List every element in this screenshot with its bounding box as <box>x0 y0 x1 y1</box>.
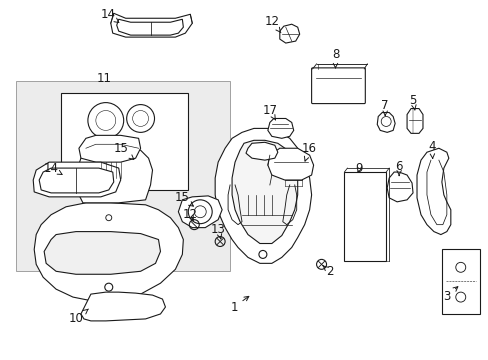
Polygon shape <box>33 162 121 197</box>
Polygon shape <box>376 113 394 132</box>
Polygon shape <box>245 142 277 160</box>
Text: 11: 11 <box>96 72 111 85</box>
Text: 6: 6 <box>395 159 402 175</box>
Polygon shape <box>81 292 165 321</box>
Text: 17: 17 <box>262 104 277 120</box>
Text: 8: 8 <box>331 49 339 68</box>
Text: 12: 12 <box>264 15 280 33</box>
Bar <box>441 249 479 314</box>
Text: 13: 13 <box>210 223 225 239</box>
Text: 16: 16 <box>302 142 317 161</box>
Polygon shape <box>232 140 297 243</box>
Polygon shape <box>279 24 299 43</box>
Text: 12: 12 <box>183 208 198 221</box>
Polygon shape <box>117 19 183 35</box>
FancyBboxPatch shape <box>311 68 365 104</box>
Polygon shape <box>416 148 450 235</box>
Polygon shape <box>44 231 160 274</box>
Text: 14: 14 <box>100 8 119 23</box>
Text: 5: 5 <box>408 94 416 110</box>
Text: 10: 10 <box>68 309 88 325</box>
Text: 9: 9 <box>355 162 363 175</box>
Text: 3: 3 <box>442 287 457 303</box>
Polygon shape <box>178 196 222 228</box>
Text: 15: 15 <box>175 192 193 206</box>
Polygon shape <box>77 143 152 203</box>
Polygon shape <box>215 129 311 264</box>
Text: 1: 1 <box>230 296 248 314</box>
Polygon shape <box>34 203 183 301</box>
Polygon shape <box>406 109 422 133</box>
Polygon shape <box>267 118 293 138</box>
Text: 2: 2 <box>322 265 333 278</box>
Text: 14: 14 <box>43 162 62 175</box>
Text: 15: 15 <box>113 142 134 159</box>
Polygon shape <box>111 13 192 37</box>
Bar <box>16 81 230 271</box>
Polygon shape <box>79 135 141 162</box>
Text: 7: 7 <box>381 99 388 116</box>
Bar <box>344 172 386 261</box>
Text: 4: 4 <box>427 140 435 158</box>
Polygon shape <box>267 148 313 180</box>
Bar <box>61 93 188 190</box>
Polygon shape <box>386 172 412 202</box>
Polygon shape <box>39 168 114 193</box>
